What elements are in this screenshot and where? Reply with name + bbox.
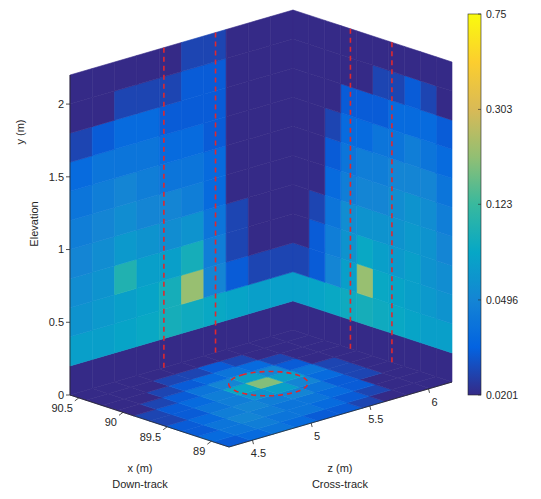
svg-text:0: 0 [58, 389, 64, 401]
svg-text:0.303: 0.303 [486, 103, 512, 115]
svg-text:z (m): z (m) [327, 462, 352, 474]
svg-text:5.5: 5.5 [368, 413, 383, 425]
svg-text:1: 1 [58, 243, 64, 255]
svg-text:0.0496: 0.0496 [486, 294, 518, 306]
svg-text:5: 5 [314, 430, 320, 442]
svg-text:y (m): y (m) [14, 119, 26, 144]
svg-text:0.0201: 0.0201 [486, 389, 518, 401]
svg-text:Down-track: Down-track [112, 478, 168, 490]
svg-text:6: 6 [431, 396, 437, 408]
svg-text:90: 90 [105, 416, 117, 428]
svg-text:89.5: 89.5 [140, 431, 161, 443]
svg-text:0.123: 0.123 [486, 198, 512, 210]
svg-text:Elevation: Elevation [28, 201, 40, 246]
svg-text:x (m): x (m) [127, 462, 152, 474]
svg-text:0.75: 0.75 [486, 8, 507, 20]
svg-text:0.5: 0.5 [49, 316, 64, 328]
svg-text:89: 89 [193, 445, 205, 457]
svg-text:Cross-track: Cross-track [312, 478, 369, 490]
svg-text:4.5: 4.5 [251, 447, 266, 459]
svg-text:90.5: 90.5 [51, 402, 72, 414]
svg-text:1.5: 1.5 [49, 171, 64, 183]
svg-text:2: 2 [58, 98, 64, 110]
